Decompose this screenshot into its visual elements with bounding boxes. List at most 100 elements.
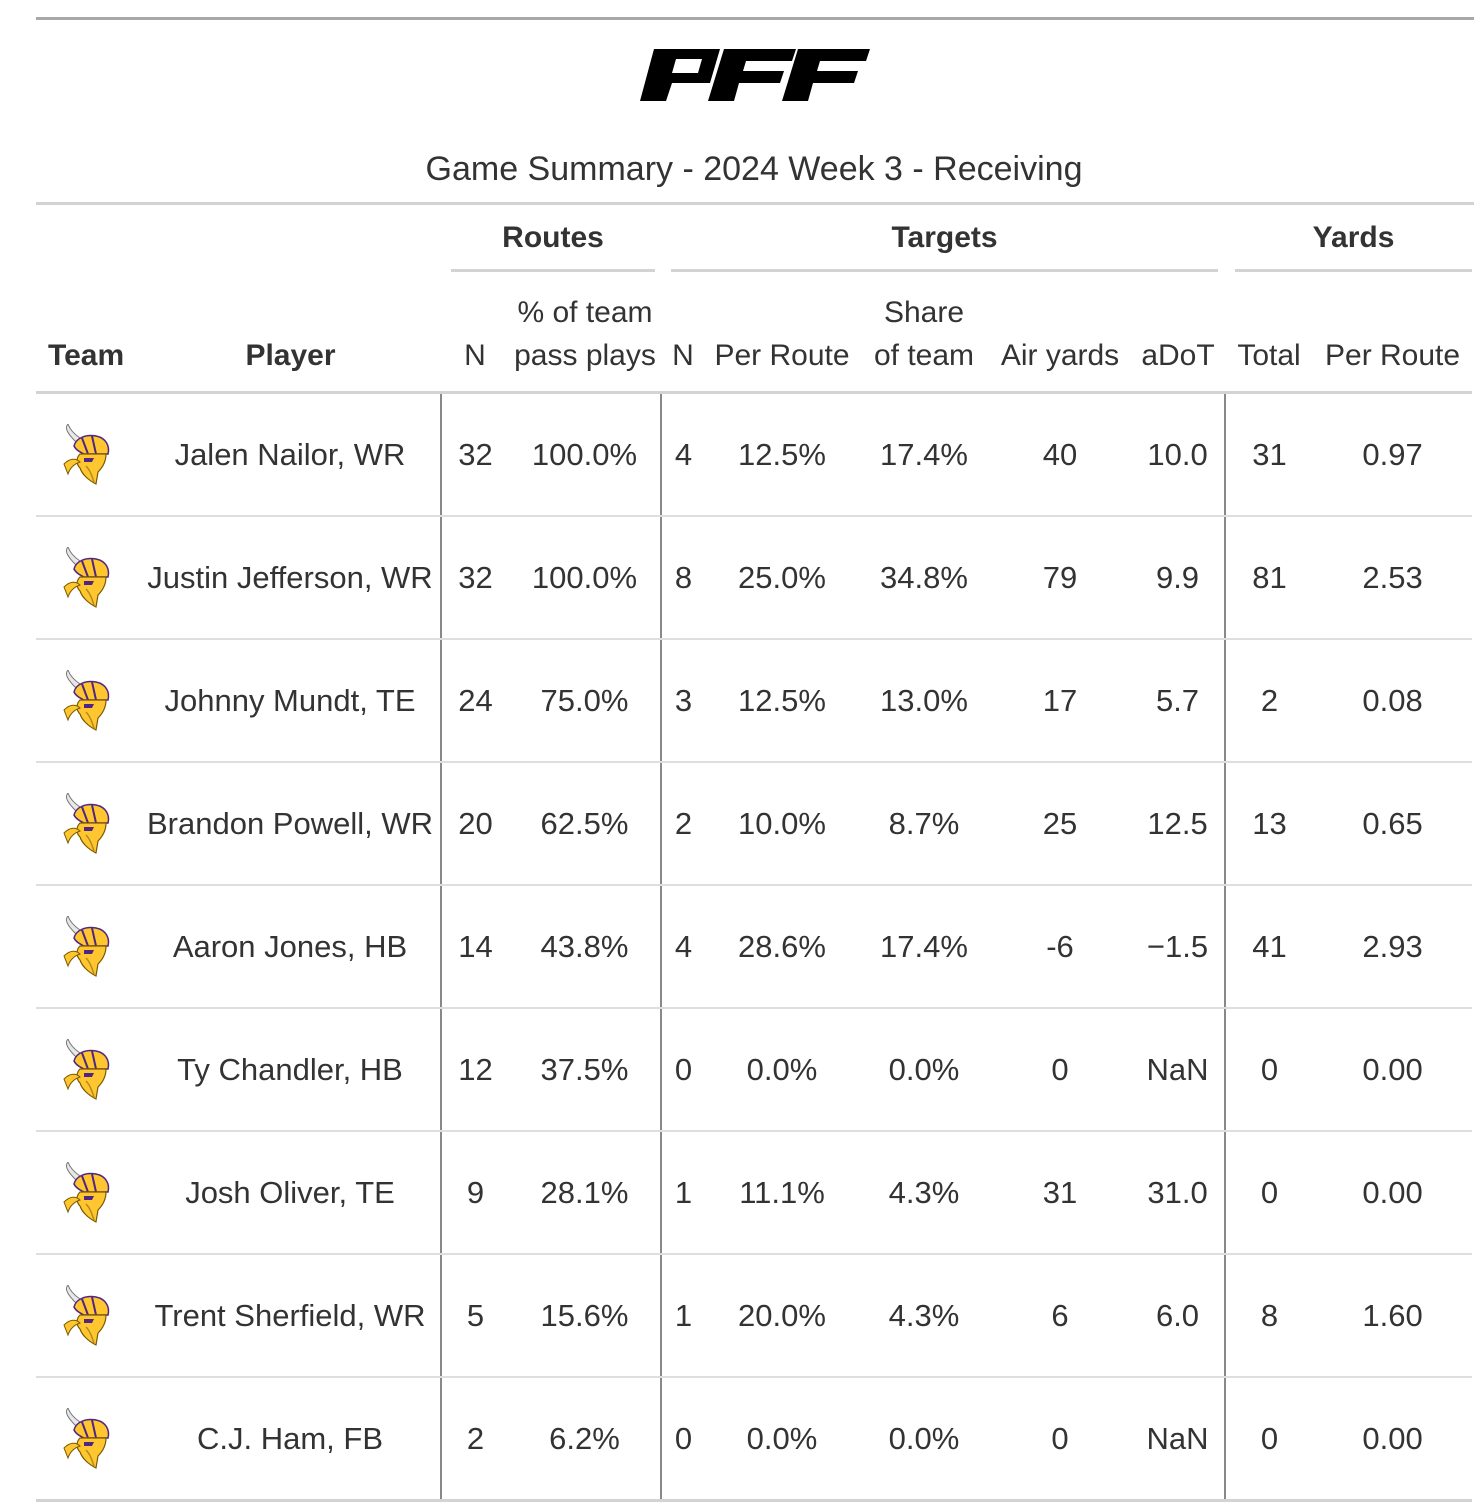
column-header-row: Team Player N % of team pass plays N Per… — [36, 287, 1473, 394]
team-cell — [36, 1131, 140, 1255]
spanner-yards-label: Yards — [1312, 220, 1395, 254]
title-rule — [36, 202, 1474, 205]
pff-logo — [640, 49, 870, 101]
targets-n: 4 — [661, 392, 705, 517]
routes-pct: 15.6% — [509, 1254, 662, 1378]
air-yards: 25 — [989, 762, 1131, 886]
targets-n: 0 — [661, 1377, 705, 1502]
air-yards: 0 — [989, 1008, 1131, 1132]
player-name: Trent Sherfield, WR — [140, 1254, 441, 1378]
table-row: Brandon Powell, WR 20 62.5% 2 10.0% 8.7%… — [36, 762, 1473, 886]
receiving-table: Routes Targets Yards Team Player N % of … — [36, 205, 1473, 1502]
col-player: Player — [140, 287, 441, 394]
targets-share: 4.3% — [859, 1131, 989, 1255]
yards-total: 2 — [1225, 639, 1314, 763]
player-name: Ty Chandler, HB — [140, 1008, 441, 1132]
air-yards: -6 — [989, 885, 1131, 1009]
adot: −1.5 — [1131, 885, 1227, 1009]
yards-per-route: 2.53 — [1313, 516, 1473, 640]
routes-pct: 100.0% — [509, 392, 662, 517]
routes-pct: 37.5% — [509, 1008, 662, 1132]
air-yards: 6 — [989, 1254, 1131, 1378]
spanner-routes-label: Routes — [502, 220, 604, 254]
player-name: Jalen Nailor, WR — [140, 392, 441, 517]
routes-pct: 28.1% — [509, 1131, 662, 1255]
adot: NaN — [1131, 1377, 1227, 1502]
col-adot: aDoT — [1131, 287, 1226, 394]
targets-per-route: 10.0% — [705, 762, 859, 886]
yards-per-route: 0.00 — [1313, 1131, 1473, 1255]
col-targets-n: N — [661, 287, 705, 394]
player-name: C.J. Ham, FB — [140, 1377, 441, 1502]
player-name: Justin Jefferson, WR — [140, 516, 441, 640]
table-row: Aaron Jones, HB 14 43.8% 4 28.6% 17.4% -… — [36, 885, 1473, 1009]
col-routes-pct-line2: pass plays — [514, 339, 656, 372]
yards-total: 0 — [1225, 1008, 1314, 1132]
targets-n: 4 — [661, 885, 705, 1009]
team-cell — [36, 516, 140, 640]
col-routes-pct: % of team pass plays — [509, 287, 661, 394]
table-row: Josh Oliver, TE 9 28.1% 1 11.1% 4.3% 31 … — [36, 1131, 1473, 1255]
targets-per-route: 28.6% — [705, 885, 859, 1009]
routes-pct: 6.2% — [509, 1377, 662, 1502]
player-name: Johnny Mundt, TE — [140, 639, 441, 763]
adot: 10.0 — [1131, 392, 1227, 517]
routes-pct: 100.0% — [509, 516, 662, 640]
team-cell — [36, 1008, 140, 1132]
vikings-helmet-icon — [63, 1038, 110, 1100]
col-targets-share-line1: Share — [883, 296, 965, 329]
col-targets-per-route: Per Route — [705, 287, 859, 394]
spanner-routes: Routes — [441, 205, 661, 287]
yards-total: 0 — [1225, 1377, 1314, 1502]
vikings-helmet-icon — [63, 792, 110, 854]
targets-share: 0.0% — [859, 1008, 989, 1132]
vikings-helmet-icon — [63, 669, 110, 731]
col-targets-share: Share of team — [859, 287, 989, 394]
table-subtitle: Game Summary - 2024 Week 3 - Receiving — [425, 150, 1083, 188]
routes-n: 32 — [440, 392, 509, 517]
team-cell — [36, 1254, 140, 1378]
spanner-empty — [36, 205, 441, 287]
yards-per-route: 1.60 — [1313, 1254, 1473, 1378]
adot: 5.7 — [1131, 639, 1227, 763]
team-cell — [36, 392, 140, 517]
routes-n: 9 — [440, 1131, 509, 1255]
player-name: Brandon Powell, WR — [140, 762, 441, 886]
targets-share: 17.4% — [859, 885, 989, 1009]
targets-share: 8.7% — [859, 762, 989, 886]
col-targets-share-line2: of team — [873, 339, 975, 372]
targets-per-route: 12.5% — [705, 639, 859, 763]
routes-n: 32 — [440, 516, 509, 640]
table-row: Jalen Nailor, WR 32 100.0% 4 12.5% 17.4%… — [36, 392, 1473, 517]
vikings-helmet-icon — [63, 1284, 110, 1346]
col-air-yards: Air yards — [989, 287, 1131, 394]
targets-per-route: 11.1% — [705, 1131, 859, 1255]
air-yards: 0 — [989, 1377, 1131, 1502]
player-name: Josh Oliver, TE — [140, 1131, 441, 1255]
yards-total: 0 — [1225, 1131, 1314, 1255]
top-rule — [36, 17, 1474, 20]
yards-per-route: 0.08 — [1313, 639, 1473, 763]
spanner-routes-line — [451, 268, 655, 272]
yards-total: 31 — [1225, 392, 1314, 517]
targets-share: 0.0% — [859, 1377, 989, 1502]
targets-share: 17.4% — [859, 392, 989, 517]
yards-total: 81 — [1225, 516, 1314, 640]
col-yards-per-route: Per Route — [1313, 287, 1473, 394]
vikings-helmet-icon — [63, 1161, 110, 1223]
spanner-targets: Targets — [661, 205, 1225, 287]
table-row: Trent Sherfield, WR 5 15.6% 1 20.0% 4.3%… — [36, 1254, 1473, 1378]
targets-n: 0 — [661, 1008, 705, 1132]
team-cell — [36, 885, 140, 1009]
team-cell — [36, 639, 140, 763]
targets-n: 1 — [661, 1131, 705, 1255]
adot: 31.0 — [1131, 1131, 1227, 1255]
routes-pct: 75.0% — [509, 639, 662, 763]
spanner-yards: Yards — [1225, 205, 1473, 287]
spanner-targets-label: Targets — [891, 220, 998, 254]
table-body: Jalen Nailor, WR 32 100.0% 4 12.5% 17.4%… — [36, 392, 1473, 1502]
vikings-helmet-icon — [63, 1407, 110, 1469]
spanner-targets-line — [671, 268, 1219, 272]
vikings-helmet-icon — [63, 546, 110, 608]
yards-per-route: 0.97 — [1313, 392, 1473, 517]
